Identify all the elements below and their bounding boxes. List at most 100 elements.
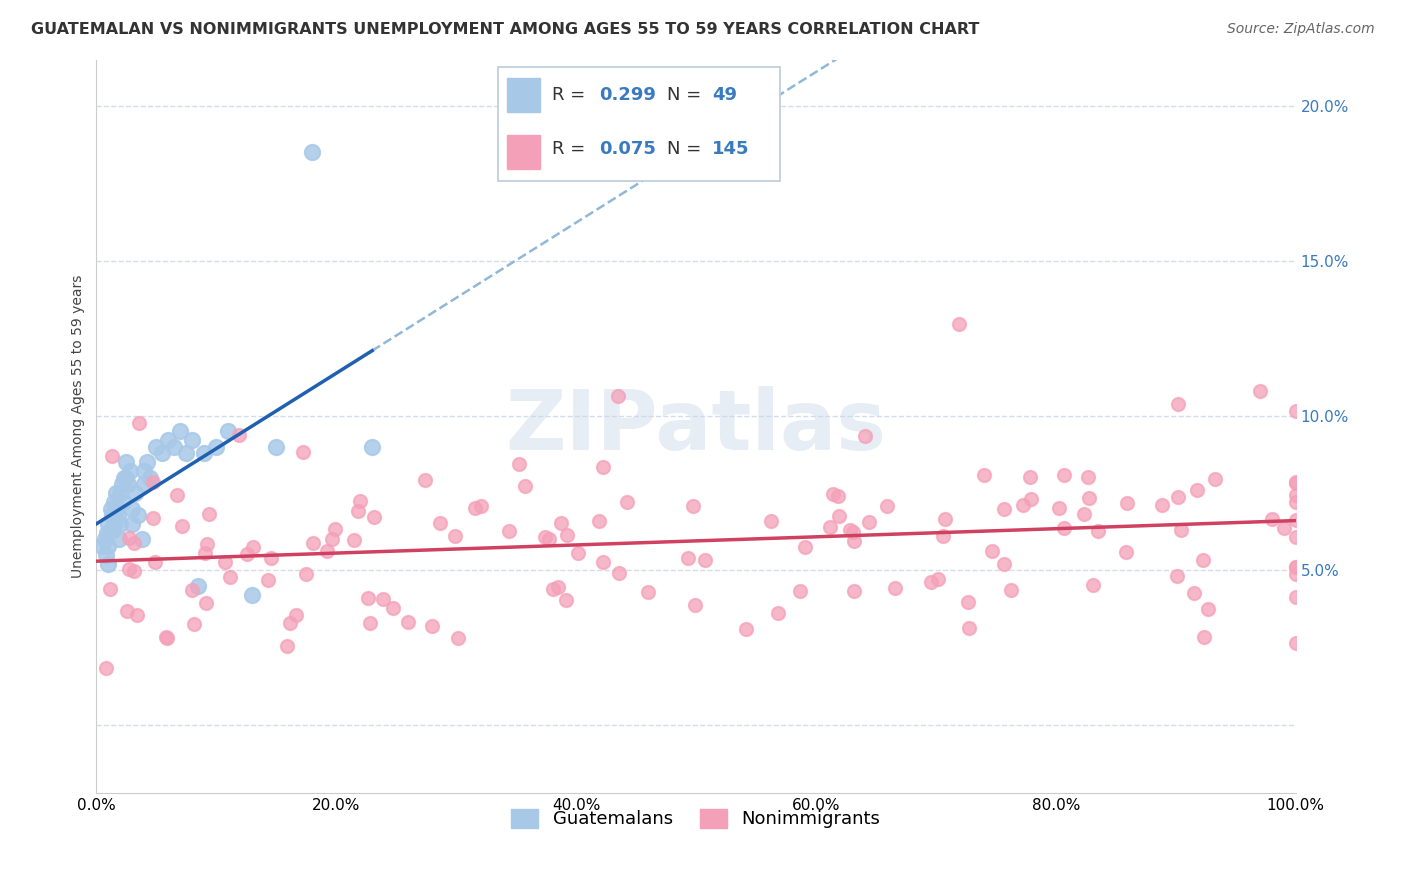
Point: [94, 548, 117, 562]
Point: [217, 424, 239, 438]
Text: GUATEMALAN VS NONIMMIGRANTS UNEMPLOYMENT AMONG AGES 55 TO 59 YEARS CORRELATION C: GUATEMALAN VS NONIMMIGRANTS UNEMPLOYMENT…: [31, 22, 980, 37]
Point: [108, 533, 131, 547]
Point: [193, 446, 215, 460]
Point: [794, 540, 817, 554]
Point: [1182, 586, 1205, 600]
Point: [842, 533, 865, 548]
Point: [174, 446, 197, 460]
Point: [1081, 577, 1104, 591]
Point: [150, 446, 173, 460]
Point: [821, 487, 844, 501]
Point: [103, 495, 125, 509]
Point: [131, 533, 153, 547]
Point: [1284, 567, 1306, 582]
Point: [316, 544, 339, 558]
Point: [180, 583, 202, 598]
Point: [218, 570, 240, 584]
Point: [1077, 491, 1099, 505]
Point: [1053, 468, 1076, 483]
Point: [1011, 499, 1033, 513]
Point: [1284, 590, 1306, 604]
Point: [101, 449, 124, 463]
Point: [276, 639, 298, 653]
Point: [145, 440, 167, 454]
Point: [101, 508, 124, 522]
Point: [957, 595, 980, 609]
Point: [429, 516, 451, 531]
Point: [973, 467, 995, 482]
Point: [187, 579, 209, 593]
Point: [142, 475, 165, 489]
Point: [842, 584, 865, 599]
Point: [110, 476, 132, 491]
Point: [735, 622, 758, 636]
Point: [607, 566, 630, 580]
Point: [156, 631, 179, 645]
Point: [464, 500, 486, 515]
Point: [346, 503, 368, 517]
Point: [125, 608, 148, 623]
Point: [827, 489, 849, 503]
Point: [1047, 500, 1070, 515]
Point: [858, 515, 880, 529]
Point: [820, 520, 842, 534]
Point: [592, 460, 614, 475]
Point: [567, 546, 589, 560]
Point: [541, 582, 564, 597]
Point: [105, 501, 128, 516]
Point: [1284, 559, 1306, 574]
Point: [498, 524, 520, 539]
Point: [143, 555, 166, 569]
Point: [1019, 491, 1042, 506]
Point: [1087, 524, 1109, 538]
Legend: Guatemalans, Nonimmigrants: Guatemalans, Nonimmigrants: [505, 802, 887, 836]
Point: [291, 445, 314, 459]
Point: [1260, 512, 1282, 526]
Point: [637, 585, 659, 599]
Point: [163, 440, 186, 454]
Point: [181, 434, 204, 448]
Point: [110, 486, 132, 500]
Point: [413, 473, 436, 487]
Point: [470, 499, 492, 513]
Point: [115, 604, 138, 618]
Point: [94, 661, 117, 675]
Point: [97, 516, 120, 531]
Point: [134, 476, 156, 491]
Point: [550, 516, 572, 530]
Point: [1194, 630, 1216, 644]
Point: [1284, 513, 1306, 527]
Point: [1284, 488, 1306, 502]
Point: [683, 599, 706, 613]
Point: [1000, 582, 1022, 597]
Point: [920, 574, 942, 589]
Point: [356, 591, 378, 605]
Point: [537, 532, 560, 546]
Point: [547, 580, 569, 594]
Point: [1167, 397, 1189, 411]
Point: [1167, 490, 1189, 504]
Point: [1115, 496, 1137, 510]
Point: [321, 532, 343, 546]
Point: [195, 537, 218, 551]
Point: [1284, 560, 1306, 574]
Point: [606, 389, 628, 403]
Point: [228, 428, 250, 442]
Point: [592, 555, 614, 569]
Point: [1284, 530, 1306, 544]
Point: [588, 514, 610, 528]
Point: [101, 523, 124, 537]
Point: [676, 551, 699, 566]
Point: [111, 495, 134, 509]
Point: [842, 524, 865, 539]
Point: [264, 440, 287, 454]
Point: [1115, 545, 1137, 559]
Point: [513, 478, 536, 492]
Point: [93, 533, 115, 547]
Point: [96, 526, 118, 541]
Point: [301, 536, 323, 550]
Point: [1170, 523, 1192, 537]
Point: [278, 615, 301, 630]
Point: [948, 317, 970, 331]
Point: [343, 533, 366, 547]
